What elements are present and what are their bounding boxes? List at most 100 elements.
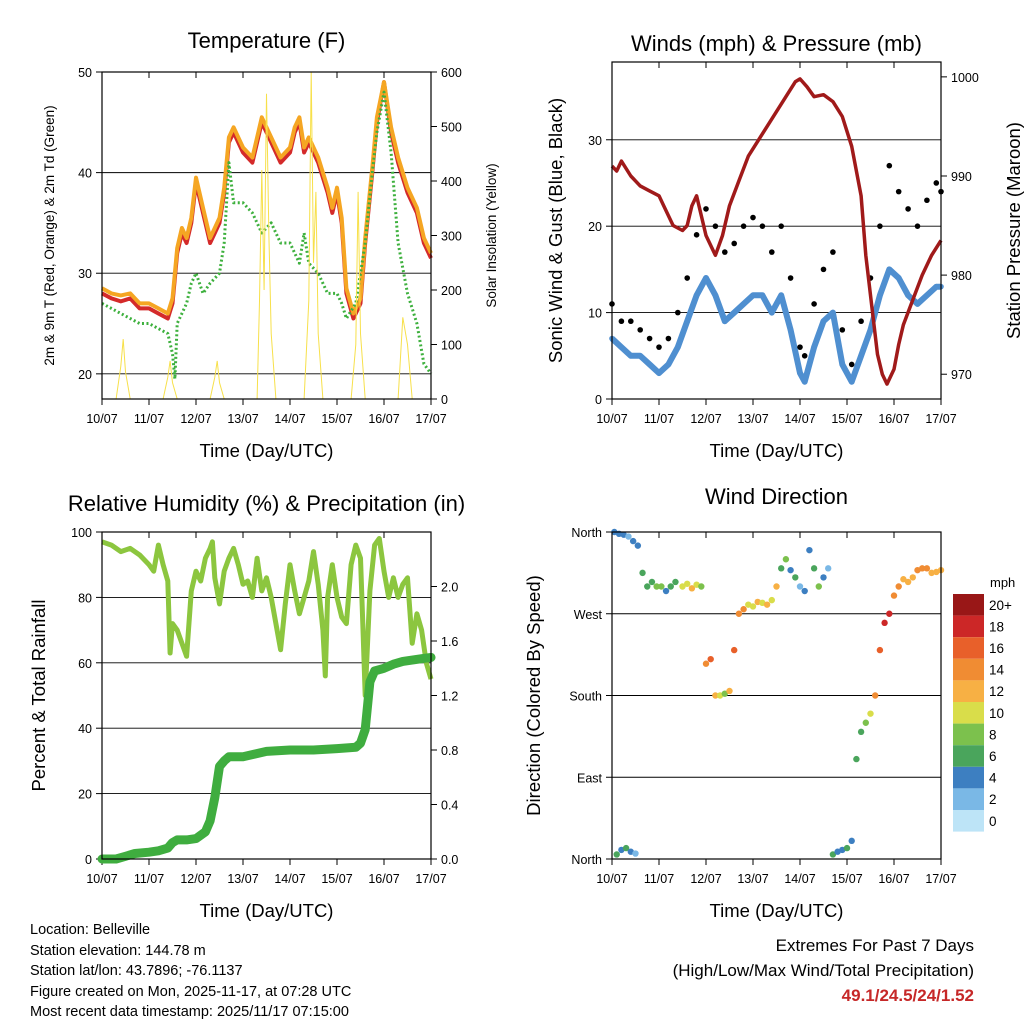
wind-y2-axis-label: Station Pressure (Maroon) — [1003, 122, 1024, 339]
direction-point — [801, 587, 808, 595]
wind-x-tick-label: 16/07 — [878, 412, 909, 426]
gust-point — [693, 232, 700, 238]
sonic-wind-point — [712, 292, 719, 299]
wind-x-tick-label: 14/07 — [784, 412, 815, 426]
temp-x-tick-label: 12/07 — [180, 412, 211, 426]
gust-point — [628, 318, 634, 325]
wind-x-tick-label: 12/07 — [690, 412, 721, 426]
gust-point — [646, 335, 653, 342]
dir-x-tick-label: 10/07 — [596, 872, 627, 886]
direction-point — [853, 755, 860, 763]
direction-point — [698, 583, 705, 590]
sonic-wind-point — [637, 352, 643, 359]
direction-point — [806, 546, 813, 554]
dir-x-tick-label: 11/07 — [644, 872, 674, 886]
direction-point — [815, 583, 822, 590]
colorbar-label: 20+ — [989, 598, 1012, 613]
direction-point — [653, 583, 660, 590]
series-line-pressure — [610, 77, 943, 386]
rh-y2-tick-label: 2.0 — [441, 581, 458, 595]
sonic-wind-point — [787, 327, 794, 333]
direction-point — [923, 565, 931, 572]
gust-point — [684, 275, 690, 281]
colorbar-title: mph — [990, 575, 1015, 590]
wind-x-tick-label: 13/07 — [737, 412, 768, 426]
extremes-subtitle: (High/Low/Max Wind/Total Precipitation) — [672, 961, 974, 980]
direction-point — [792, 574, 799, 581]
sonic-wind-point — [703, 275, 709, 281]
colorbar-swatch — [953, 637, 984, 659]
gust-point — [722, 249, 728, 255]
rh-x-tick-label: 16/07 — [368, 872, 399, 886]
direction-point — [782, 556, 790, 563]
direction-point — [796, 583, 804, 590]
temp-x-tick-label: 16/07 — [368, 412, 399, 426]
colorbar-label: 2 — [989, 792, 997, 807]
sonic-wind-point — [628, 352, 634, 359]
direction-point — [648, 578, 656, 586]
most-recent-timestamp: Most recent data timestamp: 2025/11/17 0… — [30, 1004, 349, 1020]
rh-y-tick-label: 20 — [78, 788, 92, 802]
rh-y-tick-label: 60 — [78, 657, 92, 671]
sonic-wind-point — [858, 352, 864, 359]
direction-point — [644, 583, 651, 590]
direction-point — [829, 851, 837, 858]
direction-point — [639, 569, 646, 577]
temp-y-tick-label: 30 — [78, 267, 92, 281]
direction-point — [632, 850, 639, 857]
gust-point — [703, 206, 709, 212]
gust-point — [830, 249, 836, 255]
direction-point — [749, 603, 757, 610]
gust-point — [924, 197, 930, 204]
figure-created: Figure created on Mon, 2025-11-17, at 07… — [30, 983, 352, 1000]
sonic-wind-point — [769, 309, 775, 316]
direction-point — [688, 585, 696, 592]
rh-x-tick-label: 14/07 — [274, 872, 305, 886]
colorbar-swatch — [953, 745, 984, 767]
gust-point — [750, 214, 756, 221]
rh-y2-tick-label: 1.2 — [441, 690, 458, 704]
wind-y-tick-label: 0 — [595, 393, 602, 407]
direction-point — [825, 565, 832, 572]
gust-point — [618, 318, 625, 325]
sonic-wind-point — [693, 292, 700, 299]
rh-y-tick-label: 100 — [71, 526, 92, 540]
temp-y-tick-label: 40 — [78, 167, 92, 181]
temp-y-tick-label: 20 — [78, 368, 92, 382]
gust-point — [820, 266, 827, 273]
temp-y2-tick-label: 500 — [441, 121, 462, 135]
gust-point — [811, 301, 817, 307]
temp-x-tick-label: 17/07 — [415, 412, 446, 426]
colorbar-swatch — [953, 658, 984, 681]
sonic-wind-point — [731, 309, 737, 316]
temp-x-axis-label: Time (Day/UTC) — [200, 440, 334, 461]
direction-point — [658, 583, 665, 590]
sonic-wind-point — [905, 292, 911, 299]
wind-y2-tick-label: 990 — [951, 170, 972, 184]
direction-point — [895, 583, 902, 590]
series-line-precip — [97, 652, 436, 864]
temp-y-tick-label: 50 — [78, 66, 92, 80]
wind-x-tick-label: 17/07 — [925, 412, 956, 426]
direction-point — [735, 610, 743, 617]
colorbar-swatch — [953, 702, 984, 724]
rh-x-tick-label: 11/07 — [134, 872, 164, 886]
direction-point — [848, 837, 855, 845]
gust-point — [895, 188, 902, 195]
direction-point — [886, 610, 893, 617]
gust-point — [797, 344, 803, 350]
sonic-wind-point — [618, 344, 625, 350]
dir-x-axis-label: Time (Day/UTC) — [710, 900, 844, 921]
station-location: Location: Belleville — [30, 922, 151, 938]
rh-x-tick-label: 13/07 — [227, 872, 258, 886]
direction-point — [667, 583, 674, 590]
sonic-wind-point — [675, 344, 681, 350]
sonic-wind-point — [778, 292, 784, 299]
gust-point — [712, 223, 719, 229]
colorbar-label: 4 — [989, 771, 997, 786]
dir-x-tick-label: 17/07 — [925, 872, 956, 886]
temp-title: Temperature (F) — [188, 28, 346, 53]
direction-point — [919, 565, 926, 572]
wind-y-tick-label: 10 — [588, 307, 602, 321]
sonic-wind-point — [867, 327, 874, 333]
